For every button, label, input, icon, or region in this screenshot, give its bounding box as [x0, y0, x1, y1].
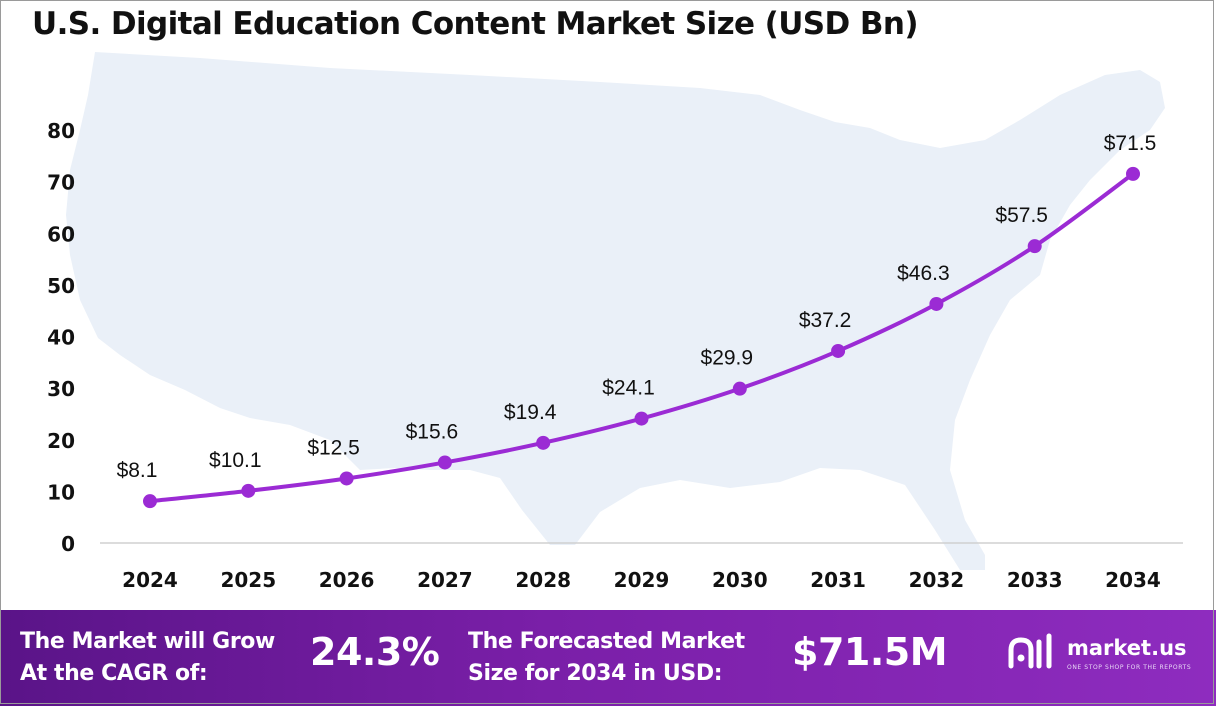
x-tick-label: 2026 — [319, 568, 375, 592]
x-tick-label: 2030 — [712, 568, 768, 592]
data-point — [241, 483, 256, 498]
y-tick-label: 0 — [61, 532, 75, 556]
x-tick-label: 2024 — [122, 568, 178, 592]
brand-name: market.us — [1067, 636, 1187, 660]
data-label: $37.2 — [799, 309, 852, 332]
data-label: $8.1 — [117, 459, 158, 482]
data-point — [143, 494, 157, 509]
y-tick-label: 80 — [47, 119, 75, 143]
x-tick-label: 2033 — [1007, 568, 1063, 592]
data-label: $46.3 — [897, 262, 950, 285]
y-tick-label: 50 — [47, 274, 75, 298]
brand-tagline: ONE STOP SHOP FOR THE REPORTS — [1067, 664, 1192, 671]
data-point — [437, 455, 452, 470]
data-point — [339, 471, 354, 486]
data-point — [1027, 239, 1042, 254]
data-label: $57.5 — [995, 204, 1048, 227]
cagr-caption-line1: The Market will Grow — [20, 629, 275, 654]
cagr-value: 24.3% — [310, 630, 440, 674]
forecast-caption: The Forecasted Market Size for 2034 in U… — [468, 626, 745, 690]
y-tick-label: 20 — [47, 429, 75, 453]
data-label: $24.1 — [602, 377, 655, 400]
forecast-value: $71.5M — [792, 630, 948, 674]
y-tick-label: 60 — [47, 222, 75, 246]
cagr-caption-line2: At the CAGR of: — [20, 661, 208, 686]
x-tick-label: 2029 — [614, 568, 670, 592]
data-point — [634, 411, 649, 426]
forecast-caption-line1: The Forecasted Market — [468, 629, 745, 654]
cagr-caption: The Market will Grow At the CAGR of: — [20, 626, 275, 690]
data-point — [536, 435, 551, 450]
chart-title: U.S. Digital Education Content Market Si… — [32, 6, 919, 42]
data-label: $10.1 — [209, 449, 262, 472]
market-us-logo-icon — [1008, 633, 1052, 669]
data-label: $15.6 — [406, 420, 459, 443]
data-label: $12.5 — [307, 436, 360, 459]
brand-logo: market.us ONE STOP SHOP FOR THE REPORTS — [1005, 632, 1205, 682]
y-tick-label: 30 — [47, 377, 75, 401]
y-tick-label: 70 — [47, 171, 75, 195]
data-point — [831, 343, 846, 358]
x-tick-label: 2028 — [515, 568, 571, 592]
series-line — [148, 171, 1135, 504]
data-point — [1126, 166, 1140, 181]
y-tick-label: 10 — [47, 480, 75, 504]
data-label: $71.5 — [1104, 132, 1157, 155]
data-point — [732, 381, 747, 396]
x-tick-label: 2031 — [810, 568, 866, 592]
data-label: $19.4 — [504, 401, 557, 424]
y-tick-label: 40 — [47, 326, 75, 350]
data-point — [929, 296, 944, 311]
summary-bar: The Market will Grow At the CAGR of: 24.… — [0, 610, 1216, 706]
x-tick-label: 2025 — [220, 568, 276, 592]
x-tick-label: 2034 — [1105, 568, 1161, 592]
data-label: $29.9 — [701, 347, 754, 370]
forecast-caption-line2: Size for 2034 in USD: — [468, 661, 723, 686]
x-tick-label: 2027 — [417, 568, 473, 592]
us-map-background — [66, 52, 1165, 570]
x-tick-label: 2032 — [909, 568, 965, 592]
